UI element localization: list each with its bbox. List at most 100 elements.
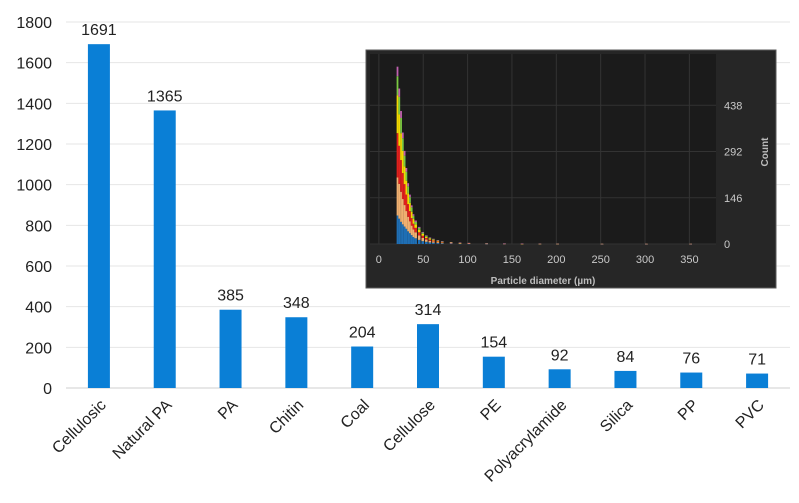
inset-bar-segment: [403, 184, 406, 206]
inset-bar-segment: [409, 202, 411, 212]
inset-bar-segment: [400, 117, 402, 134]
inset-bar-segment: [409, 233, 411, 244]
data-label: 84: [617, 349, 635, 366]
inset-bar-segment: [396, 215, 399, 244]
inset-bar-segment: [421, 232, 425, 234]
bar: [746, 373, 769, 388]
inset-bar-segment: [412, 229, 415, 238]
inset-bar-segment: [398, 218, 401, 244]
inset-bar-segment: [432, 238, 435, 240]
data-label: 204: [349, 325, 376, 342]
main-y-axis: 0 200 400 600 800 1000 1200 1400 1600 1800: [16, 15, 52, 398]
inset-bar-segment: [403, 205, 406, 227]
inset-bar-segment: [407, 186, 410, 194]
inset-bar-segment: [449, 243, 453, 244]
inset-bar-segment: [458, 243, 462, 244]
x-tick-label: PVC: [733, 397, 768, 432]
inset-y-tick-label: 146: [724, 193, 742, 205]
bar: [153, 110, 176, 388]
x-tick-label: Cellulose: [380, 397, 439, 456]
x-tick-label: PP: [675, 397, 702, 424]
inset-bar-segment: [449, 242, 453, 243]
inset-y-axis-title: Count: [760, 137, 771, 167]
inset-gridlines: [370, 54, 716, 245]
data-label: 76: [682, 351, 700, 368]
inset-bar-segment: [401, 150, 404, 174]
inset-bar-segment: [407, 216, 410, 232]
inset-bar-segment: [401, 173, 404, 200]
bar: [614, 370, 637, 388]
inset-bar-segment: [401, 132, 404, 139]
inset-bar-segment: [436, 240, 440, 241]
x-tick-label: Cellulosic: [49, 397, 109, 457]
inset-bar-segment: [400, 191, 402, 222]
data-label: 1691: [81, 22, 117, 39]
inset-bar-segment: [414, 227, 417, 233]
inset-bar-segment: [405, 228, 408, 244]
inset-bar-segment: [401, 199, 404, 225]
y-tick-label: 400: [25, 300, 52, 317]
bar: [680, 372, 703, 388]
inset-x-tick-label: 200: [547, 254, 565, 266]
inset-bar-segment: [440, 243, 444, 244]
inset-bar-segment: [403, 155, 406, 167]
inset-bar-segment: [410, 218, 413, 226]
inset-bar-segment: [428, 238, 432, 240]
inset-bar-segment: [403, 226, 406, 244]
inset-bar-segment: [449, 242, 453, 243]
inset-bar-segment: [414, 220, 417, 222]
inset-bar-segment: [405, 194, 408, 212]
inset-bar-segment: [403, 166, 406, 185]
inset-bar-segment: [417, 239, 421, 244]
inset-bar-segment: [396, 95, 399, 134]
inset-bar-segment: [458, 242, 462, 244]
inset-bar-segment: [440, 242, 444, 243]
main-data-labels: 1691 1365 385 348 204 314 154 92 84 76 71: [81, 22, 766, 368]
inset-bar-segment: [398, 183, 401, 219]
x-tick-label: Natural PA: [110, 397, 176, 463]
bar: [351, 346, 374, 388]
bar: [285, 317, 308, 388]
inset-bar-segment: [405, 180, 408, 195]
inset-bar-segment: [421, 231, 425, 233]
inset-bar-segment: [432, 242, 435, 244]
inset-bar-segment: [436, 240, 440, 242]
x-tick-label: Coal: [338, 397, 373, 432]
inset-bar-segment: [409, 221, 411, 234]
inset-bar-segment: [417, 235, 421, 240]
inset-bar-segment: [440, 241, 444, 242]
inset-bar-segment: [412, 223, 415, 230]
y-tick-label: 1200: [16, 137, 52, 154]
inset-bar-segment: [538, 243, 542, 245]
inset-bar-segment: [409, 211, 411, 222]
inset-bar-segment: [400, 111, 402, 118]
inset-bar-segment: [428, 237, 432, 238]
inset-bar-segment: [400, 133, 402, 161]
inset-bar-segment: [407, 204, 410, 217]
inset-bar-segment: [409, 194, 411, 198]
inset-bar-segment: [398, 96, 401, 115]
inset-bar-segment: [409, 197, 411, 203]
inset-bar-segment: [436, 240, 440, 241]
inset-bar-segment: [396, 76, 399, 96]
inset-bar-segment: [421, 233, 425, 236]
inset-bars: [396, 66, 692, 245]
inset-bar-segment: [449, 242, 453, 244]
inset-bar-segment: [428, 237, 432, 239]
inset-bar-segment: [410, 211, 413, 219]
y-tick-label: 1800: [16, 15, 52, 32]
inset-bar-segment: [421, 237, 425, 242]
x-tick-label: PA: [215, 397, 242, 424]
main-bars: [87, 44, 769, 389]
inset-bar-segment: [396, 177, 399, 216]
inset-y-tick-label: 292: [724, 147, 742, 159]
inset-x-tick-label: 100: [458, 254, 476, 266]
inset-bar-segment: [417, 227, 421, 230]
inset-bar-segment: [403, 150, 406, 156]
x-tick-label: PE: [478, 397, 505, 424]
inset-bar-segment: [425, 241, 428, 244]
inset-bar-segment: [414, 232, 417, 239]
inset-x-tick-label: 250: [591, 254, 609, 266]
inset-bar-segment: [425, 237, 428, 240]
inset-bar-segment: [412, 218, 415, 224]
